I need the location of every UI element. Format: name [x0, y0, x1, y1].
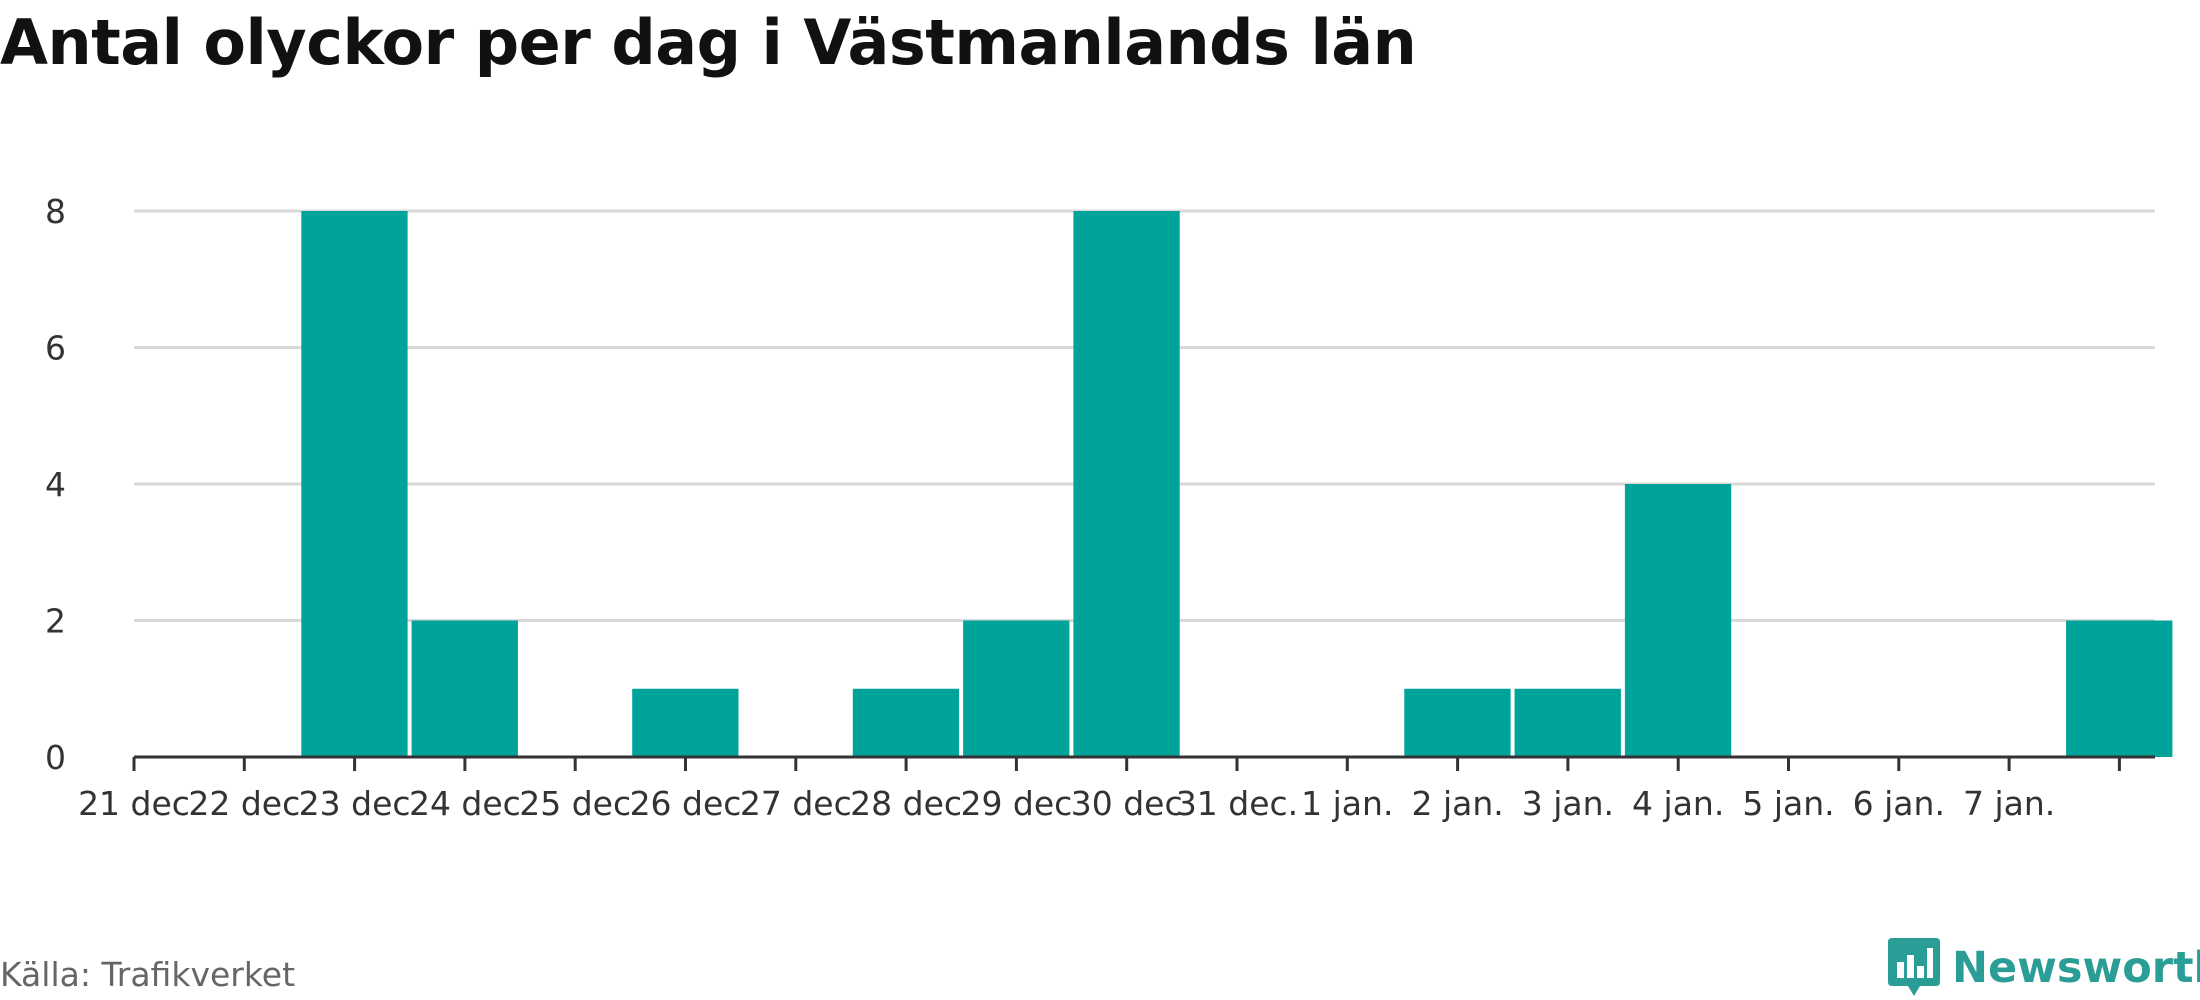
bar — [963, 620, 1070, 757]
x-tick-label: 26 dec — [630, 784, 742, 823]
x-tick-label: 25 dec — [519, 784, 631, 823]
bar — [301, 211, 408, 757]
bar — [1514, 688, 1621, 757]
x-tick-label: 4 jan. — [1632, 784, 1724, 823]
x-tick-label: 27 dec — [740, 784, 852, 823]
y-tick-label: 6 — [45, 329, 66, 368]
x-tick-label: 30 dec — [1071, 784, 1183, 823]
x-tick-label: 31 dec. — [1176, 784, 1298, 823]
x-tick-label: 1 jan. — [1301, 784, 1393, 823]
bar — [1073, 211, 1180, 757]
x-tick-label: 5 jan. — [1742, 784, 1834, 823]
source-note: Källa: Trafikverket — [0, 955, 296, 994]
bar — [2066, 620, 2173, 757]
bar — [1624, 484, 1732, 757]
brand-name: Newsworthy — [1952, 943, 2200, 993]
y-axis-ticks: 0 2 4 6 8 — [45, 192, 66, 777]
brand-logo: Newsworthy — [1888, 938, 2200, 998]
x-tick-label: 7 jan. — [1963, 784, 2055, 823]
y-tick-label: 2 — [45, 602, 66, 641]
x-tick-label: 29 dec — [960, 784, 1072, 823]
bar — [852, 688, 960, 757]
x-tick-label: 3 jan. — [1522, 784, 1614, 823]
page-title: Antal olyckor per dag i Västmanlands län — [0, 6, 1417, 79]
x-tick-label: 22 dec — [188, 784, 300, 823]
bar-chart-speech-bubble-icon — [1888, 938, 1940, 996]
x-tick-label: 2 jan. — [1411, 784, 1503, 823]
x-tick-label: 24 dec — [409, 784, 521, 823]
bar — [411, 620, 518, 757]
y-tick-label: 8 — [45, 192, 66, 231]
x-tick-label: 28 dec — [850, 784, 962, 823]
x-tick-label: 23 dec — [299, 784, 411, 823]
bars — [301, 211, 2173, 757]
y-tick-label: 4 — [45, 465, 66, 504]
x-axis — [132, 755, 2155, 771]
bar — [1404, 688, 1511, 757]
x-tick-label: 6 jan. — [1853, 784, 1945, 823]
bar — [632, 688, 739, 757]
y-tick-label: 0 — [45, 738, 66, 777]
x-tick-label: 21 dec — [78, 784, 190, 823]
